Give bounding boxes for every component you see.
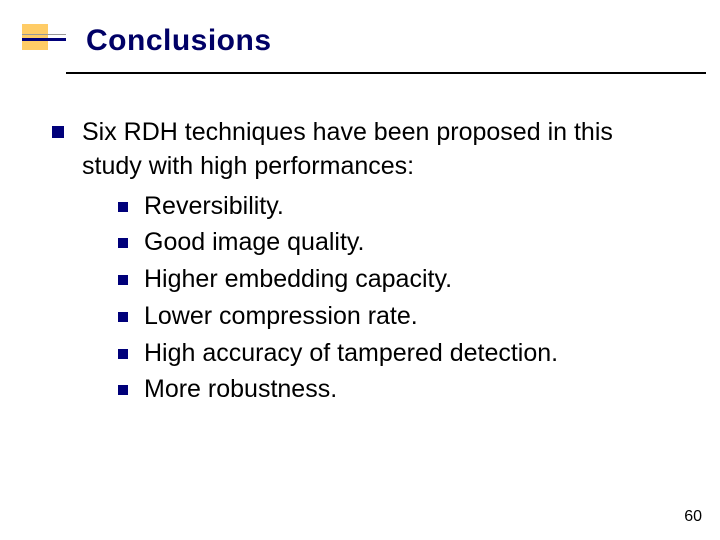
content-area: Six RDH techniques have been proposed in… (52, 116, 672, 410)
list-item-text: High accuracy of tampered detection. (144, 337, 558, 371)
square-bullet-icon (118, 275, 128, 285)
slide: Conclusions Six RDH techniques have been… (0, 0, 720, 540)
list-item-text: Reversibility. (144, 190, 284, 224)
list-item: More robustness. (118, 373, 672, 407)
list-item-text: Lower compression rate. (144, 300, 418, 334)
list-item: High accuracy of tampered detection. (118, 337, 672, 371)
page-number: 60 (684, 508, 702, 526)
intro-item: Six RDH techniques have been proposed in… (52, 116, 672, 184)
square-bullet-icon (118, 312, 128, 322)
title-deco-line-thin (22, 34, 66, 35)
square-bullet-icon (52, 126, 64, 138)
square-bullet-icon (118, 385, 128, 395)
list-item-text: Good image quality. (144, 226, 365, 260)
title-deco-line-navy (22, 38, 66, 41)
list-item-text: Higher embedding capacity. (144, 263, 452, 297)
list-item: Reversibility. (118, 190, 672, 224)
title-block: Conclusions (22, 24, 698, 46)
intro-text: Six RDH techniques have been proposed in… (82, 116, 672, 184)
slide-title: Conclusions (86, 24, 272, 58)
title-underline (66, 72, 706, 74)
list-item: Higher embedding capacity. (118, 263, 672, 297)
list-item-text: More robustness. (144, 373, 337, 407)
sub-points-list: Reversibility. Good image quality. Highe… (118, 190, 672, 408)
title-deco-box (22, 24, 48, 50)
list-item: Good image quality. (118, 226, 672, 260)
square-bullet-icon (118, 238, 128, 248)
square-bullet-icon (118, 349, 128, 359)
list-item: Lower compression rate. (118, 300, 672, 334)
square-bullet-icon (118, 202, 128, 212)
